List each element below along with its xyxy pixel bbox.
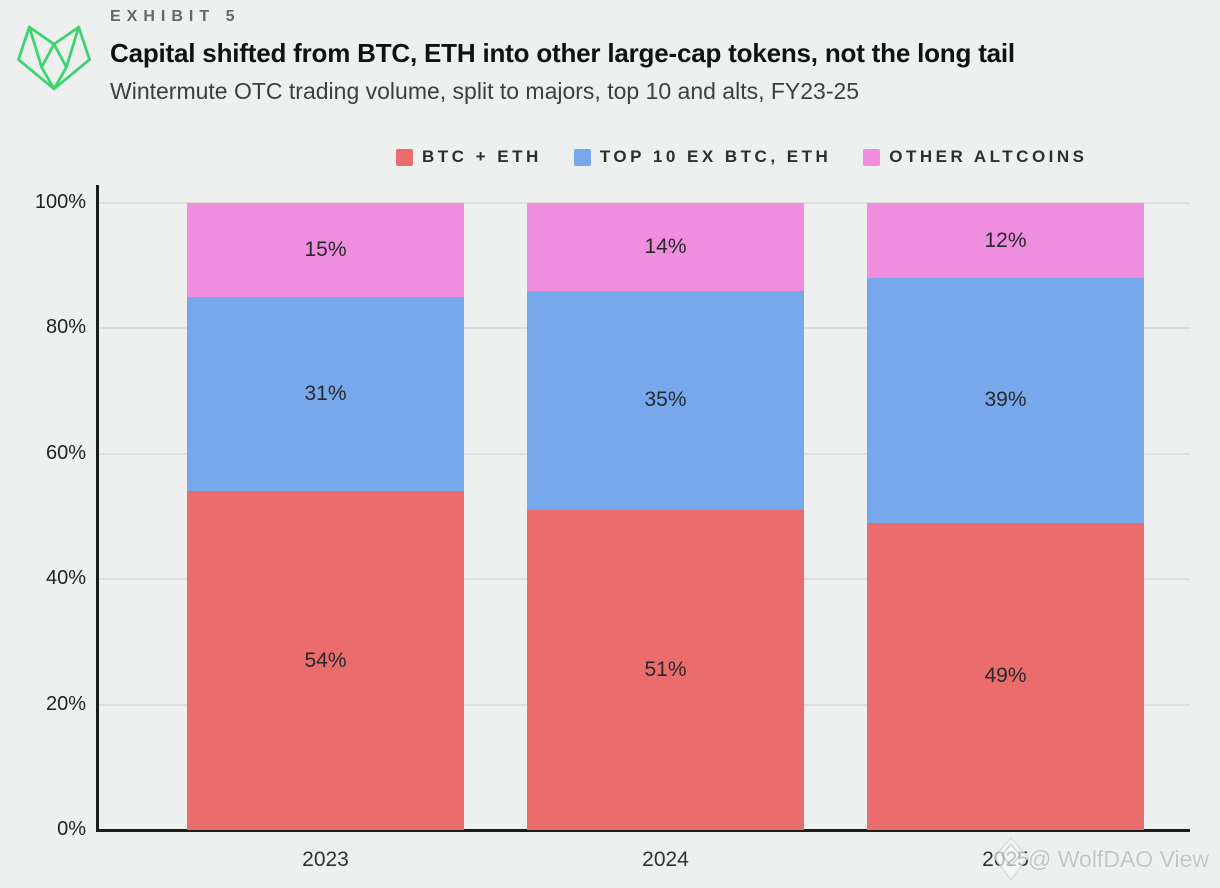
bar-segment: 39% <box>867 278 1144 523</box>
stacked-bar-2024: 14% 35% 51% <box>527 203 804 830</box>
bar-segment-value: 54% <box>304 648 347 672</box>
y-tick-label: 80% <box>45 316 86 339</box>
bar-segment-value: 51% <box>644 658 687 682</box>
bar-segment: 35% <box>527 290 804 511</box>
legend-swatch-icon <box>396 148 413 166</box>
y-tick-label: 60% <box>45 441 86 464</box>
x-tick-label: 2025 <box>982 848 1029 871</box>
bar-segment-value: 35% <box>644 388 687 412</box>
bar-segment: 15% <box>187 203 464 298</box>
bar-segment-value: 12% <box>984 228 1027 252</box>
x-axis-line <box>96 829 1190 832</box>
bar-segment: 12% <box>867 203 1144 279</box>
y-tick-label: 100% <box>34 191 86 213</box>
bar-segment-value: 14% <box>644 234 687 258</box>
legend-item: OTHER ALTCOINS <box>863 147 1087 167</box>
exhibit-label: EXHIBIT 5 <box>110 8 241 25</box>
legend-item: TOP 10 EX BTC, ETH <box>573 147 832 167</box>
chart-subtitle: Wintermute OTC trading volume, split to … <box>110 78 860 104</box>
x-tick-label: 2023 <box>302 848 349 871</box>
y-axis-line <box>96 185 99 831</box>
stacked-bar-2023: 15% 31% 54% <box>187 203 464 830</box>
y-tick-label: 20% <box>45 692 86 715</box>
y-tick-label: 0% <box>57 818 86 840</box>
legend-label: BTC + ETH <box>422 147 542 166</box>
legend-label: OTHER ALTCOINS <box>889 147 1088 166</box>
x-tick-label: 2024 <box>642 848 689 871</box>
legend-swatch-icon <box>573 148 591 166</box>
wintermute-logo-icon <box>17 25 91 91</box>
chart-title: Capital shifted from BTC, ETH into other… <box>110 38 1015 68</box>
y-tick-label: 40% <box>45 567 86 590</box>
legend: BTC + ETH TOP 10 EX BTC, ETH OTHER ALTCOIN… <box>396 146 1088 168</box>
legend-label: TOP 10 EX BTC, ETH <box>599 147 832 166</box>
bar-segment: 51% <box>527 510 804 830</box>
bar-segment: 49% <box>867 522 1144 830</box>
stacked-bar-2025: 12% 39% 49% <box>867 203 1144 830</box>
legend-item: BTC + ETH <box>396 147 542 167</box>
legend-swatch-icon <box>863 148 881 166</box>
bar-segment-value: 49% <box>984 664 1027 688</box>
bar-segment: 54% <box>187 491 464 830</box>
bar-segment-value: 39% <box>984 388 1027 412</box>
bar-segment: 14% <box>527 203 804 291</box>
bar-segment-value: 31% <box>304 382 347 406</box>
bar-segment: 31% <box>187 297 464 492</box>
bar-segment-value: 15% <box>304 238 347 262</box>
